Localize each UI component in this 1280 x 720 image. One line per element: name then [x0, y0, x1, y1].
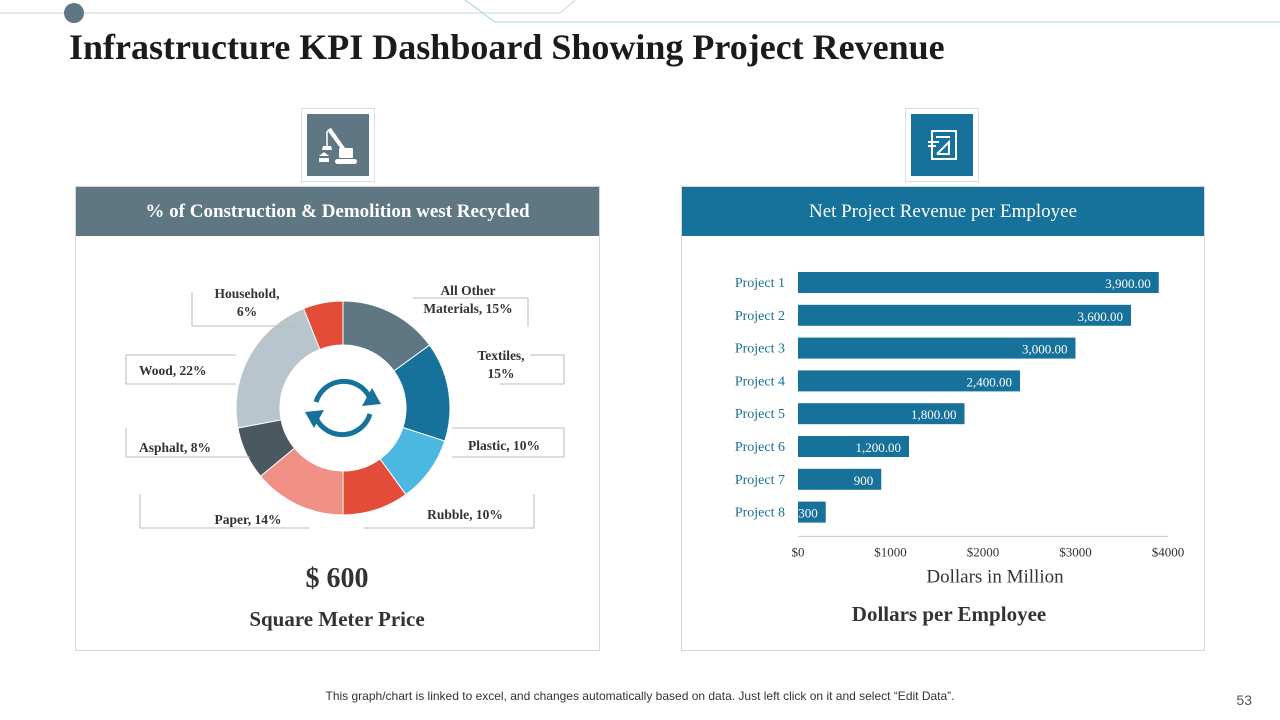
callout-wood — [125, 354, 236, 385]
bar-project-8[interactable] — [798, 501, 826, 523]
slice-label-household: Household, — [215, 286, 280, 301]
recycle-arrows-icon — [305, 378, 381, 438]
category-label: Project 5 — [735, 407, 785, 422]
x-axis-title: Dollars in Million — [926, 566, 1064, 587]
bar-project-7[interactable] — [798, 468, 882, 490]
value-label: 2,400.00 — [967, 374, 1013, 389]
revenue-panel-header: Net Project Revenue per Employee — [682, 187, 1204, 236]
dollars-per-employee-caption: Dollars per Employee — [851, 602, 1047, 626]
crane-icon — [319, 128, 357, 164]
value-label: 3,600.00 — [1078, 309, 1124, 324]
x-tick-label: $2000 — [967, 544, 1000, 559]
page-number: 53 — [1236, 692, 1252, 708]
square-meter-price-caption: Square Meter Price — [249, 607, 425, 631]
callout-household — [191, 292, 300, 327]
right-icon-tile — [905, 108, 979, 182]
slice-label-paper: Paper, 14% — [215, 512, 282, 527]
footer-note: This graph/chart is linked to excel, and… — [325, 689, 955, 703]
category-label: Project 1 — [735, 276, 785, 291]
bar-project-2[interactable] — [798, 304, 1131, 326]
x-tick-label: $1000 — [874, 544, 907, 559]
callout-textiles — [500, 354, 565, 385]
slice-label-wood: Wood, 22% — [139, 363, 207, 378]
blueprint-icon — [928, 130, 957, 160]
slice-label-all-other-materials: Materials, 15% — [423, 301, 512, 316]
value-label: 300 — [798, 506, 818, 521]
category-label: Project 8 — [735, 506, 785, 521]
slice-label-asphalt: Asphalt, 8% — [139, 440, 211, 455]
callout-all-other-materials — [413, 297, 529, 327]
slice-label-plastic: Plastic, 10% — [468, 438, 540, 453]
value-label: 1,200.00 — [856, 440, 902, 455]
slice-label-all-other-materials: All Other — [440, 283, 495, 298]
category-label: Project 4 — [735, 374, 785, 389]
callout-rubble — [364, 494, 535, 529]
recycling-panel: % of Construction & Demolition west Recy… — [75, 186, 600, 651]
value-label: 900 — [854, 473, 874, 488]
category-label: Project 7 — [735, 473, 785, 488]
top-decoration — [0, 0, 1280, 23]
callout-paper — [139, 494, 309, 529]
x-tick-label: $4000 — [1152, 544, 1185, 559]
page-title: Infrastructure KPI Dashboard Showing Pro… — [69, 27, 945, 67]
value-label: 1,800.00 — [911, 407, 957, 422]
square-meter-price-value: $ 600 — [305, 563, 369, 594]
value-label: 3,000.00 — [1022, 342, 1068, 357]
slice-label-textiles: 15% — [488, 366, 515, 381]
slice-household[interactable] — [302, 300, 344, 351]
slice-label-textiles: Textiles, — [477, 348, 524, 363]
x-tick-label: $0 — [792, 544, 805, 559]
left-icon-tile — [301, 108, 375, 182]
category-label: Project 3 — [735, 342, 785, 357]
slice-label-household: 6% — [237, 304, 257, 319]
category-label: Project 6 — [735, 440, 785, 455]
bar-project-3[interactable] — [798, 337, 1076, 359]
slice-label-rubble: Rubble, 10% — [427, 507, 503, 522]
bar-project-4[interactable] — [798, 370, 1020, 392]
category-label: Project 2 — [735, 309, 785, 324]
value-label: 3,900.00 — [1105, 276, 1151, 291]
bar-project-5[interactable] — [798, 403, 965, 425]
callout-asphalt — [125, 428, 250, 458]
recycling-panel-header: % of Construction & Demolition west Recy… — [76, 187, 599, 236]
x-tick-label: $3000 — [1059, 544, 1092, 559]
bar-project-1[interactable] — [798, 272, 1159, 293]
callout-plastic — [452, 427, 565, 458]
bar-project-6[interactable] — [798, 436, 909, 457]
